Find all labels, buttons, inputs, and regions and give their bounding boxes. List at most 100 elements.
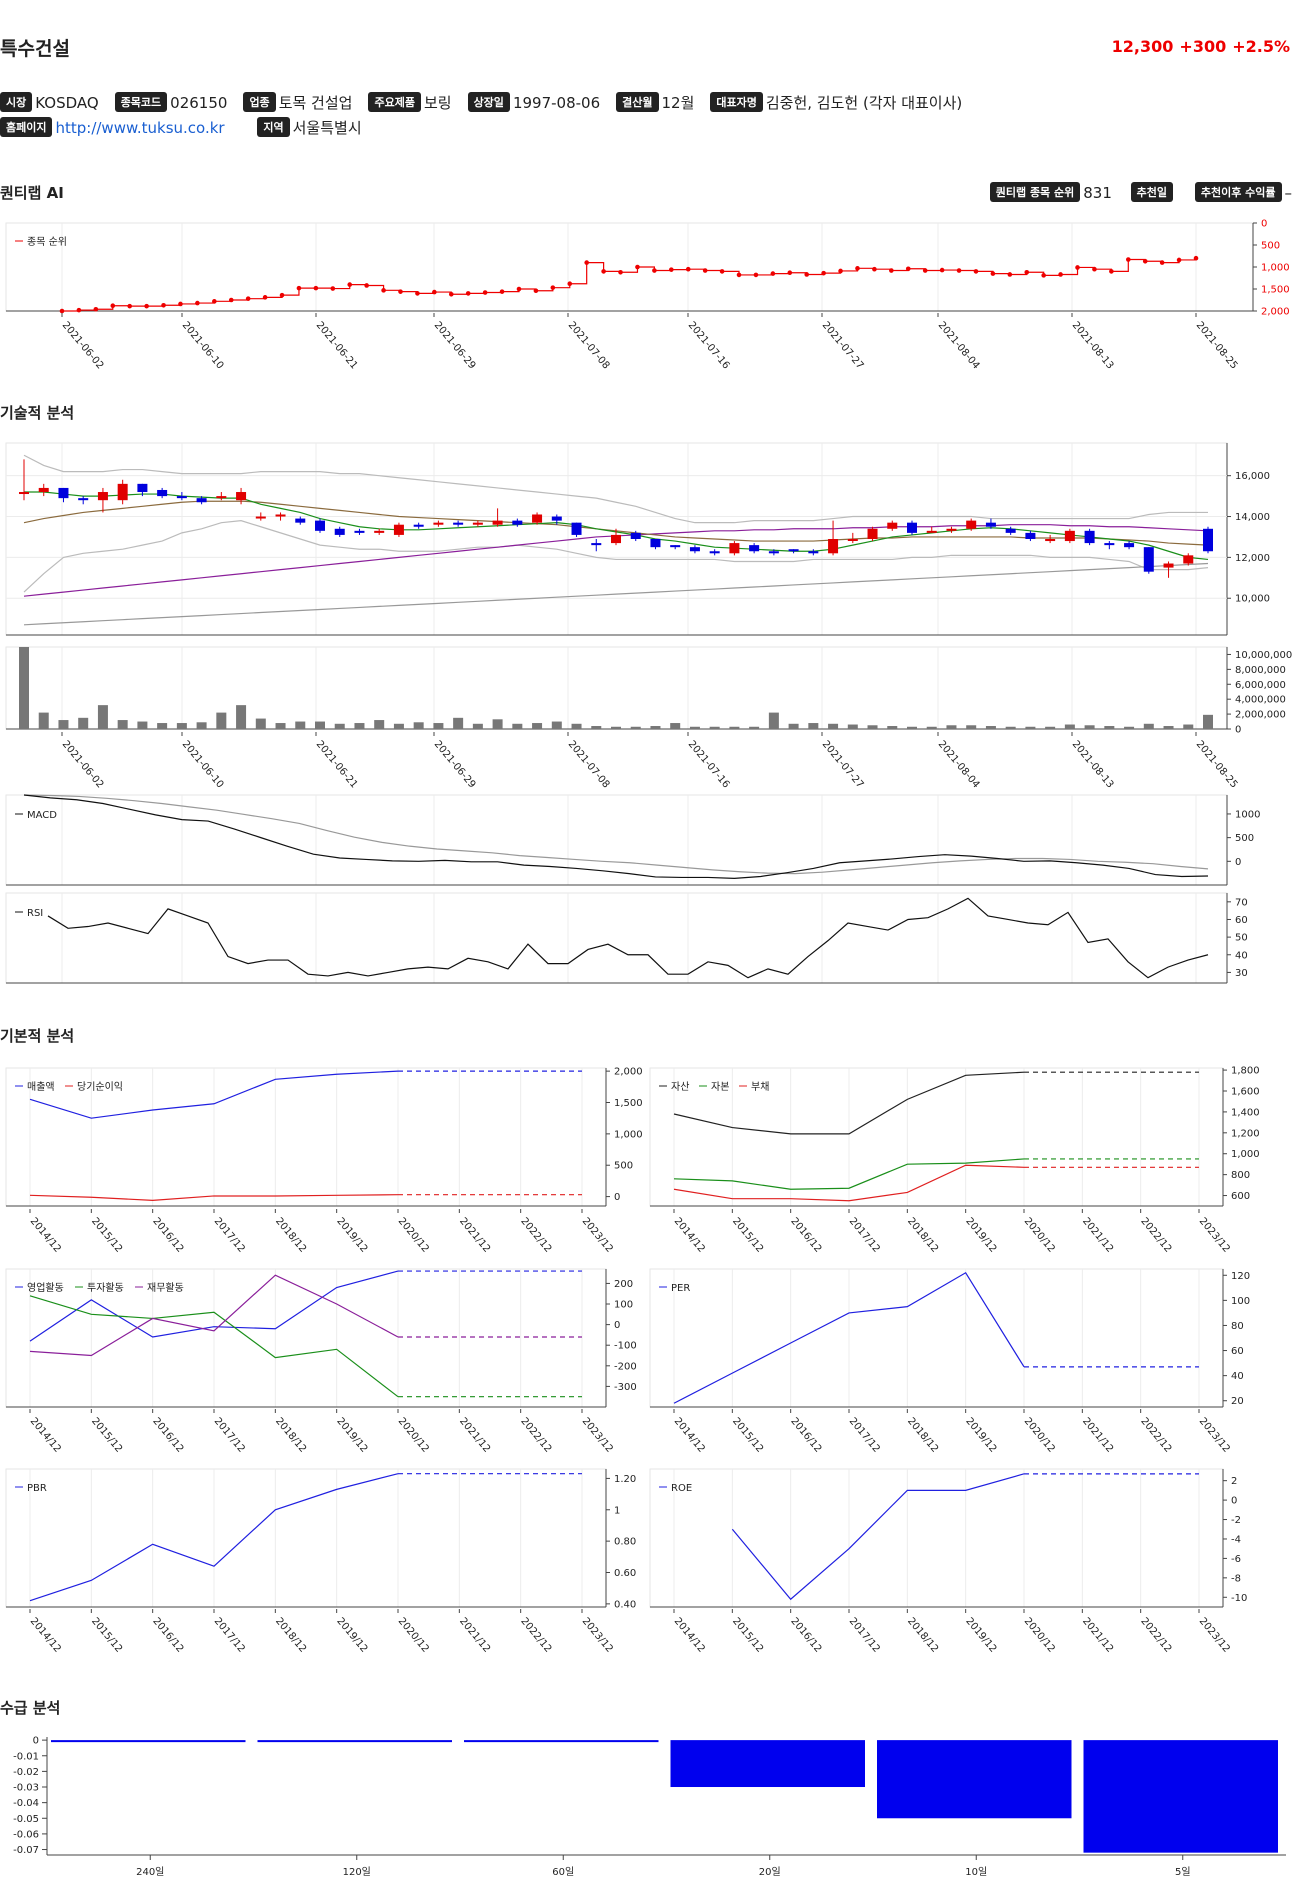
roe-xtick-label: 2017/12 bbox=[847, 1616, 882, 1655]
info-row-2: 홈페이지 http://www.tuksu.co.kr 지역 서울특별시 bbox=[0, 117, 378, 138]
balance-ytick-label: 1,800 bbox=[1231, 1066, 1260, 1077]
balance-series bbox=[673, 1164, 1025, 1202]
region-value: 서울특별시 bbox=[292, 119, 362, 137]
per-legend-label: PER bbox=[671, 1283, 690, 1294]
rank-xtick-label: 2021-07-16 bbox=[686, 320, 732, 372]
rank-ytick-label: 1,000 bbox=[1261, 263, 1290, 274]
candle-body bbox=[1064, 530, 1075, 542]
rank-point bbox=[1125, 257, 1131, 262]
cashflow-xtick-label: 2022/12 bbox=[518, 1416, 553, 1455]
rank-point bbox=[398, 289, 403, 294]
cashflow-legend-label: 재무활동 bbox=[147, 1281, 184, 1294]
candle-body bbox=[374, 530, 385, 533]
rank-point bbox=[618, 269, 623, 275]
candle-body bbox=[38, 487, 49, 493]
supply-xtick-label: 120일 bbox=[343, 1866, 371, 1878]
sales_profit-xtick-label: 2014/12 bbox=[28, 1216, 63, 1255]
macd-legend-label: MACD bbox=[27, 810, 57, 821]
rank-point bbox=[499, 289, 505, 294]
candle-body bbox=[709, 551, 720, 554]
volume-bar bbox=[966, 725, 977, 729]
volume-frame bbox=[5, 646, 1228, 730]
balance-ytick-label: 1,600 bbox=[1231, 1087, 1260, 1098]
rank-point bbox=[855, 266, 860, 271]
rank-point bbox=[1007, 272, 1013, 277]
volume-bar bbox=[433, 723, 444, 729]
rsi-ytick-label: 70 bbox=[1235, 897, 1248, 908]
macd-signal-line bbox=[23, 794, 1209, 875]
candle-body bbox=[867, 528, 878, 539]
candle-body bbox=[433, 522, 444, 525]
supply-ytick-label: -0.02 bbox=[13, 1767, 39, 1778]
sales_profit-xtick-label: 2021/12 bbox=[457, 1216, 492, 1255]
candle-body bbox=[255, 516, 266, 519]
rank-point bbox=[736, 272, 742, 278]
volume-xtick-label: 2021-06-21 bbox=[314, 739, 360, 791]
sales_profit-xtick-label: 2020/12 bbox=[396, 1216, 431, 1255]
ai-meta: 퀀티랩 종목 순위 831 추천일 추천이후 수익률 – bbox=[989, 182, 1292, 202]
rank-point bbox=[787, 270, 793, 276]
candle-body bbox=[1025, 532, 1036, 539]
candle-body bbox=[1143, 547, 1154, 572]
cashflow-xtick-label: 2021/12 bbox=[457, 1416, 492, 1455]
roe-series bbox=[731, 1473, 1025, 1601]
info-value: KOSDAQ bbox=[35, 94, 99, 112]
candle-body bbox=[157, 489, 168, 497]
macd-line bbox=[23, 794, 1209, 879]
balance-xtick-label: 2020/12 bbox=[1022, 1216, 1057, 1255]
roe-xtick-label: 2020/12 bbox=[1022, 1616, 1057, 1655]
volume-bar bbox=[1064, 724, 1075, 729]
rank-point bbox=[262, 295, 268, 300]
candle-body bbox=[216, 496, 227, 499]
rank-point bbox=[330, 286, 336, 291]
rank-point bbox=[584, 260, 589, 265]
price-change: +300 bbox=[1179, 37, 1227, 56]
balance-series bbox=[673, 1071, 1025, 1135]
info-tag: 시장 bbox=[0, 92, 33, 112]
candle-body bbox=[58, 487, 69, 499]
rank-point bbox=[821, 270, 826, 276]
return-tag: 추천이후 수익률 bbox=[1194, 182, 1282, 202]
info-tag: 대표자명 bbox=[710, 92, 763, 112]
volume-bar bbox=[236, 705, 247, 729]
supply-bar bbox=[670, 1740, 865, 1788]
candle-body bbox=[907, 522, 917, 533]
cashflow-xtick-label: 2015/12 bbox=[89, 1416, 124, 1455]
volume-bar bbox=[768, 712, 779, 729]
homepage-link[interactable]: http://www.tuksu.co.kr bbox=[55, 119, 225, 137]
rank-xtick-label: 2021-06-10 bbox=[180, 320, 226, 372]
volume-xtick-label: 2021-08-13 bbox=[1070, 739, 1116, 791]
supply-ytick-label: -0.01 bbox=[13, 1751, 39, 1762]
rank-point bbox=[550, 285, 556, 290]
volume-bar bbox=[1045, 726, 1056, 729]
rank-point bbox=[1193, 255, 1199, 261]
volume-bar bbox=[985, 726, 996, 729]
pbr-xtick-label: 2023/12 bbox=[580, 1616, 615, 1655]
info-tag: 업종 bbox=[243, 92, 276, 112]
sales_profit-legend-label: 매출액 bbox=[27, 1081, 55, 1093]
supply-ytick-label: -0.03 bbox=[13, 1783, 39, 1794]
candle-body bbox=[985, 522, 996, 527]
pbr-ytick-label: 1.20 bbox=[614, 1474, 636, 1485]
sales_profit-xtick-label: 2023/12 bbox=[580, 1216, 615, 1255]
per-ytick-label: 100 bbox=[1231, 1296, 1250, 1307]
company-title: 특수건설 bbox=[0, 38, 70, 60]
info-value: 026150 bbox=[170, 94, 228, 112]
cashflow-xtick-label: 2017/12 bbox=[212, 1416, 247, 1455]
rank-point bbox=[601, 269, 606, 274]
volume-ytick-label: 4,000,000 bbox=[1235, 695, 1286, 706]
candle-body bbox=[689, 547, 700, 552]
pbr-xtick-label: 2018/12 bbox=[273, 1616, 308, 1655]
per-xtick-label: 2014/12 bbox=[672, 1416, 707, 1455]
rank-point bbox=[669, 267, 674, 272]
rank-point bbox=[567, 281, 573, 287]
roe-ytick-label: -8 bbox=[1231, 1573, 1241, 1584]
candle-body bbox=[334, 528, 345, 535]
rank-series bbox=[62, 258, 1197, 312]
per-ytick-label: 40 bbox=[1231, 1371, 1244, 1382]
rank-point bbox=[770, 271, 776, 276]
candle-body bbox=[729, 543, 740, 554]
cashflow-legend-label: 영업활동 bbox=[27, 1281, 64, 1294]
roe-ytick-label: -10 bbox=[1231, 1593, 1247, 1604]
cashflow-xtick-label: 2019/12 bbox=[334, 1416, 369, 1455]
